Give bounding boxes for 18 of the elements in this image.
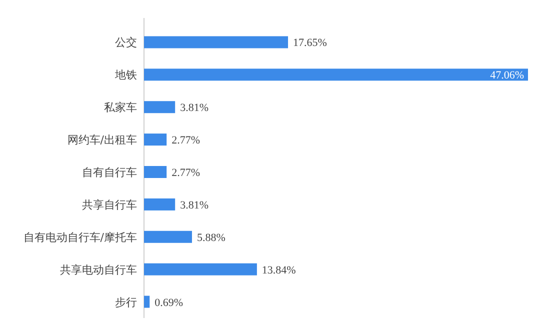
y-tick-label: 网约车/出租车 (67, 134, 137, 147)
y-tick-label: 地铁 (114, 68, 137, 82)
y-tick-label: 公交 (115, 36, 137, 50)
data-label: 2.77% (172, 167, 200, 179)
data-label: 47.06% (490, 70, 524, 82)
data-label: 0.69% (154, 296, 184, 309)
y-tick-label: 共享自行车 (82, 198, 137, 212)
data-label: 3.81% (180, 102, 209, 114)
data-label: 17.65% (293, 37, 327, 50)
data-label: 2.77% (172, 134, 200, 147)
y-tick-label: 自有自行车 (82, 166, 137, 179)
data-label: 3.81% (180, 199, 209, 212)
data-label: 13.84% (262, 264, 296, 276)
y-tick-label: 共享电动自行车 (60, 263, 137, 276)
y-tick-label: 步行 (115, 296, 137, 309)
data-label: 5.88% (196, 232, 226, 244)
y-tick-label: 私家车 (104, 101, 137, 114)
y-tick-label: 自有电动自行车/摩托车 (23, 230, 137, 244)
